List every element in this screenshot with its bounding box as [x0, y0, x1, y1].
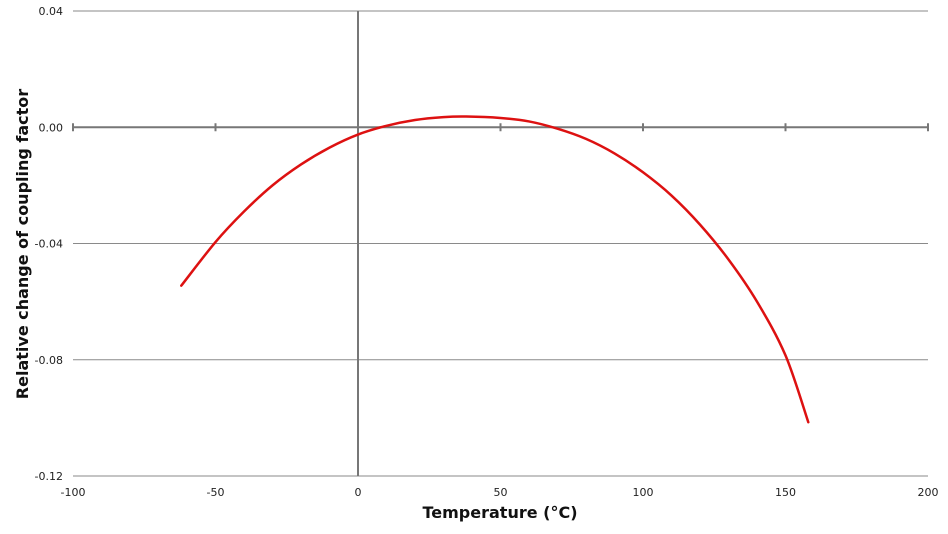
y-axis-title: Relative change of coupling factor [13, 89, 32, 399]
axes [72, 11, 929, 476]
y-tick-label: -0.08 [35, 354, 63, 367]
series-group [180, 115, 810, 424]
tick-labels: -100 -50 0 50 100 150 200 0.04 0.00 -0.04 -0.08 -0.… [35, 5, 939, 499]
series-line [180, 115, 810, 424]
gridlines [73, 10, 928, 477]
y-tick-label: -0.04 [35, 238, 63, 251]
x-tick-label: -50 [207, 486, 225, 499]
y-tick-label: -0.12 [35, 470, 63, 483]
y-tick-label: 0.00 [39, 121, 64, 134]
x-tick-label: 200 [918, 486, 939, 499]
x-tick-label: -100 [61, 486, 86, 499]
x-tick-label: 50 [494, 486, 508, 499]
x-axis-title: Temperature (°C) [422, 503, 577, 522]
x-tick-label: 150 [775, 486, 796, 499]
y-tick-label: 0.04 [39, 5, 64, 18]
x-tick-label: 0 [355, 486, 362, 499]
x-tick-label: 100 [633, 486, 654, 499]
